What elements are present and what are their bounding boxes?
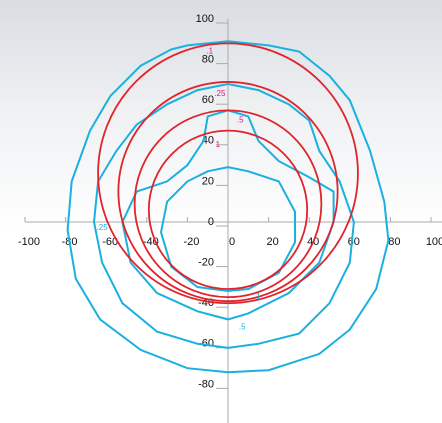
- contour-line: [121, 109, 335, 321]
- y-tick-label: -60: [198, 338, 214, 350]
- contour-label: .5: [239, 323, 246, 332]
- y-tick-label: -20: [198, 257, 214, 269]
- circle-line: [133, 109, 323, 299]
- y-tick-label: 60: [202, 94, 214, 106]
- contour-line: [159, 166, 296, 293]
- contour-label: .5: [237, 116, 244, 125]
- contour-label: 1: [216, 140, 221, 149]
- y-tick-label: 100: [196, 13, 214, 25]
- y-tick-label: 20: [202, 175, 214, 187]
- y-tick-label: -80: [198, 378, 214, 390]
- contour-line: [92, 82, 355, 349]
- circle-line: [147, 129, 309, 290]
- x-tick-label: 100: [426, 236, 442, 248]
- circle-line: [117, 81, 339, 303]
- contour-label: .25: [97, 223, 109, 232]
- contour-label: 1: [256, 292, 261, 301]
- x-tick-label: 80: [388, 236, 400, 248]
- x-tick-label: 20: [266, 236, 278, 248]
- contour-label: .25: [214, 89, 226, 98]
- x-tick-label: 60: [348, 236, 360, 248]
- circle-line: [97, 42, 359, 305]
- y-tick-label: 80: [202, 54, 214, 66]
- x-tick-label: -60: [102, 236, 118, 248]
- x-tick-label: -100: [18, 236, 40, 248]
- contour-line: [66, 40, 390, 374]
- x-tick-label: -20: [183, 236, 199, 248]
- x-tick-label: 0: [229, 236, 235, 248]
- contour-label: .1: [206, 47, 213, 56]
- y-tick-label: 0: [208, 216, 214, 228]
